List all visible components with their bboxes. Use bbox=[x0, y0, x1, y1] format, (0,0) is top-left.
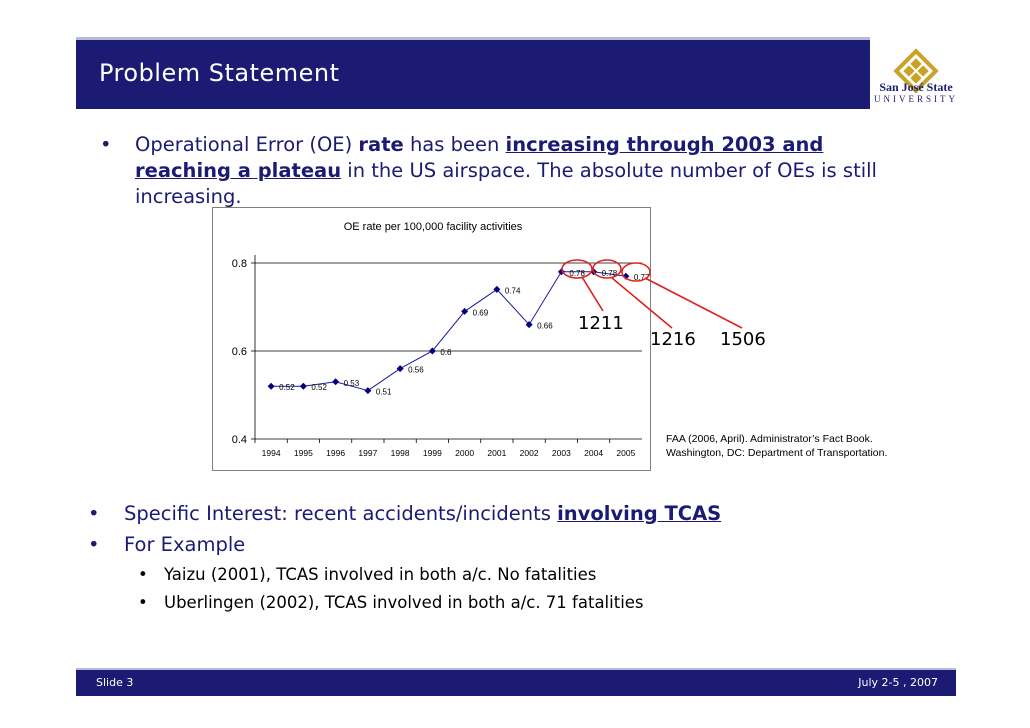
data-point bbox=[622, 272, 630, 280]
data-point bbox=[590, 268, 598, 276]
data-point bbox=[428, 347, 436, 355]
data-point bbox=[461, 307, 469, 315]
callout-2003: 1211 bbox=[578, 313, 624, 334]
data-label: 0.74 bbox=[505, 286, 521, 295]
y-tick-label: 0.8 bbox=[232, 258, 247, 270]
pointer-line-2005 bbox=[644, 277, 743, 329]
callout-2005: 1506 bbox=[720, 329, 766, 350]
data-label: 0.52 bbox=[311, 383, 327, 392]
bullet-text-part: has been bbox=[403, 133, 506, 156]
data-point bbox=[525, 321, 533, 329]
bullet-text-part: in the US airspace. The absolute number … bbox=[135, 159, 877, 208]
logo-name: San José State bbox=[879, 80, 953, 94]
data-point bbox=[396, 365, 404, 373]
y-tick-label: 0.4 bbox=[232, 434, 247, 446]
logo-subtitle: UNIVERSITY bbox=[874, 94, 958, 104]
data-label: 0.78 bbox=[569, 269, 585, 278]
bullet-dot: • bbox=[138, 593, 148, 612]
x-tick-label: 2003 bbox=[552, 448, 571, 458]
x-tick-label: 1995 bbox=[294, 448, 313, 458]
x-tick-label: 1999 bbox=[423, 448, 442, 458]
chart-svg: OE rate per 100,000 facility activities … bbox=[232, 221, 650, 458]
data-point bbox=[267, 382, 275, 390]
x-tick-label: 2000 bbox=[455, 448, 474, 458]
bullet-dot: • bbox=[88, 533, 100, 556]
bullet-text-part: Operational Error (OE) bbox=[135, 133, 359, 156]
bullet-text: Operational Error (OE) rate has been inc… bbox=[135, 132, 925, 210]
bullet-text-part: Specific Interest: recent accidents/inci… bbox=[124, 502, 558, 525]
data-point bbox=[299, 382, 307, 390]
data-label: 0.53 bbox=[344, 379, 360, 388]
x-tick-label: 1997 bbox=[358, 448, 377, 458]
x-tick-label: 2002 bbox=[520, 448, 539, 458]
series-line bbox=[271, 271, 626, 392]
x-tick-label: 1998 bbox=[391, 448, 410, 458]
data-label: 0.66 bbox=[537, 322, 553, 331]
data-label: 0.69 bbox=[473, 308, 489, 317]
oe-rate-chart: OE rate per 100,000 facility activities … bbox=[212, 207, 651, 471]
x-tick-label: 1996 bbox=[326, 448, 345, 458]
bullet-text: Specific Interest: recent accidents/inci… bbox=[124, 502, 721, 525]
data-label: 0.51 bbox=[376, 388, 392, 397]
data-point bbox=[557, 268, 565, 276]
bullet-text-emphasis: involving TCAS bbox=[557, 502, 722, 525]
callout-2004: 1216 bbox=[650, 329, 696, 350]
presentation-date: July 2-5 , 2007 bbox=[858, 676, 938, 689]
footer-bar: Slide 3 July 2-5 , 2007 bbox=[76, 668, 956, 696]
bullet-text-rate: rate bbox=[358, 133, 404, 156]
citation: FAA (2006, April). Administrator’s Fact … bbox=[666, 433, 888, 459]
data-label: 0.56 bbox=[408, 366, 424, 375]
sub-bullet-text: Uberlingen (2002), TCAS involved in both… bbox=[164, 593, 644, 612]
bullet-text: For Example bbox=[124, 533, 246, 556]
x-tick-label: 1994 bbox=[262, 448, 281, 458]
x-tick-label: 2004 bbox=[584, 448, 603, 458]
bullet-dot: • bbox=[88, 502, 100, 525]
data-label: 0.6 bbox=[440, 348, 452, 357]
title-bar: Problem Statement bbox=[76, 37, 870, 109]
bullet-dot: • bbox=[138, 565, 148, 584]
chart-title: OE rate per 100,000 facility activities bbox=[344, 221, 523, 233]
bullet-dot: • bbox=[100, 133, 112, 156]
logo-emblem-icon bbox=[893, 48, 939, 94]
data-point bbox=[493, 285, 501, 293]
data-label: 0.52 bbox=[279, 383, 295, 392]
slide-number: Slide 3 bbox=[96, 676, 134, 689]
y-tick-label: 0.6 bbox=[232, 346, 247, 358]
data-point bbox=[332, 378, 340, 386]
slide-title: Problem Statement bbox=[99, 59, 340, 87]
data-label: 0.78 bbox=[602, 269, 618, 278]
data-point bbox=[364, 387, 372, 395]
bullet-text-emphasis: increasing through 2003 and reaching a p… bbox=[135, 133, 824, 182]
data-label: 0.77 bbox=[634, 273, 650, 282]
x-tick-label: 2001 bbox=[487, 448, 506, 458]
sub-bullet-text: Yaizu (2001), TCAS involved in both a/c.… bbox=[164, 565, 597, 584]
x-tick-label: 2005 bbox=[616, 448, 635, 458]
